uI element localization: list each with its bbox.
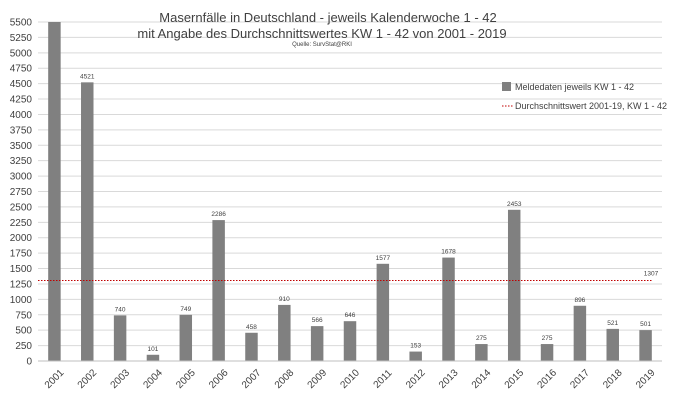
average-value-label: 1307 [644, 270, 659, 277]
x-tick-label: 2007 [240, 367, 264, 391]
x-tick-label: 2009 [306, 367, 330, 391]
data-label: 749 [180, 306, 191, 313]
bar [278, 304, 291, 361]
y-tick-label: 500 [15, 326, 32, 337]
y-tick-label: 1000 [10, 295, 33, 306]
y-tick-label: 4750 [10, 64, 33, 75]
bar [310, 326, 324, 361]
x-tick-label: 2004 [141, 367, 165, 391]
y-tick-label: 5000 [10, 48, 33, 59]
x-tick-label: 2019 [634, 367, 658, 391]
y-tick-label: 2500 [10, 202, 33, 213]
data-label: 501 [640, 321, 651, 328]
x-tick-label: 2002 [76, 367, 100, 391]
x-tick-label: 2018 [601, 367, 625, 391]
axes: 0 250 500 750 1000 1250 1500 1750 2000 2250 2500 27… [10, 18, 662, 391]
bar [639, 330, 652, 361]
data-label: 910 [279, 296, 290, 303]
data-label: 1577 [376, 255, 391, 262]
y-tick-label: 5500 [10, 18, 33, 29]
data-label: 2286 [211, 211, 226, 218]
y-tick-label: 1750 [10, 249, 33, 260]
bar [376, 263, 390, 361]
bar [573, 305, 587, 361]
y-tick-label: 750 [15, 310, 32, 321]
y-tick-label: 3000 [10, 172, 33, 183]
data-label: 566 [312, 317, 323, 324]
y-tick-label: 2250 [10, 218, 33, 229]
data-label: 740 [115, 306, 126, 313]
bar [475, 344, 488, 361]
y-tick-label: 3250 [10, 156, 33, 167]
y-tick-label: 1250 [10, 279, 33, 290]
y-tick-label: 2000 [10, 233, 33, 244]
bar [442, 257, 455, 361]
y-tick-label: 250 [15, 341, 32, 352]
data-label: 646 [345, 312, 356, 319]
bar [81, 82, 94, 361]
x-tick-label: 2011 [372, 367, 395, 390]
chart-source: Quelle: SurvStat@RKI [292, 42, 352, 48]
legend-label-average: Durchschnittswert 2001-19, KW 1 - 42 [515, 101, 667, 111]
x-tick-label: 2016 [536, 367, 560, 391]
y-tick-label: 5250 [10, 33, 33, 44]
y-tick-label: 4000 [10, 110, 33, 121]
data-label: 4521 [80, 73, 95, 80]
y-tick-label: 3750 [10, 125, 33, 136]
data-label: 275 [542, 335, 553, 342]
bar [409, 351, 422, 361]
y-tick-label: 2750 [10, 187, 33, 198]
data-label: 101 [148, 346, 159, 353]
x-tick-label: 2003 [109, 367, 133, 391]
bar [146, 354, 160, 361]
x-tick-label: 2008 [273, 367, 297, 391]
data-label: 896 [574, 297, 585, 304]
x-tick-label: 2015 [503, 367, 527, 391]
bar [245, 332, 258, 361]
data-label: 521 [607, 320, 618, 327]
y-tick-label: 3500 [10, 141, 33, 152]
gridlines [38, 21, 662, 347]
data-label: 1678 [441, 249, 456, 256]
x-tick-label: 2001 [43, 367, 67, 391]
data-label: 153 [410, 343, 421, 350]
data-label: 275 [476, 335, 487, 342]
bar [179, 314, 193, 361]
data-label: 458 [246, 324, 257, 331]
bar [212, 220, 225, 361]
bar [113, 315, 127, 361]
bar [343, 321, 357, 361]
legend-label-bars: Meldedaten jeweils KW 1 - 42 [515, 82, 634, 92]
y-tick-label: 4500 [10, 79, 33, 90]
x-tick-label: 2012 [404, 367, 428, 391]
bar [540, 344, 554, 361]
x-tick-label: 2006 [207, 367, 231, 391]
x-tick-label: 2010 [338, 367, 362, 391]
chart-title-line-2: mit Angabe des Durchschnittswertes KW 1 … [137, 26, 506, 41]
y-tick-label: 1500 [10, 264, 33, 275]
x-tick-label: 2013 [437, 367, 461, 391]
data-label: 2453 [507, 201, 522, 208]
x-tick-label: 2017 [568, 367, 592, 391]
legend: Meldedaten jeweils KW 1 - 42 Durchschnit… [502, 82, 667, 111]
legend-swatch-bars [502, 82, 511, 91]
bar [507, 209, 521, 361]
reference-line-group: 1307 [38, 270, 659, 281]
bar [48, 22, 61, 361]
chart-title-line-1: Masernfälle in Deutschland - jeweils Kal… [159, 10, 496, 25]
bar [606, 328, 619, 361]
x-tick-label: 2014 [470, 367, 494, 391]
bar-series: 4521 740 101 749 2286 458 910 566 646 1577 153 1678… [48, 22, 652, 361]
x-tick-label: 2005 [174, 367, 198, 391]
y-tick-label: 4250 [10, 95, 33, 106]
y-tick-label: 0 [26, 357, 32, 368]
